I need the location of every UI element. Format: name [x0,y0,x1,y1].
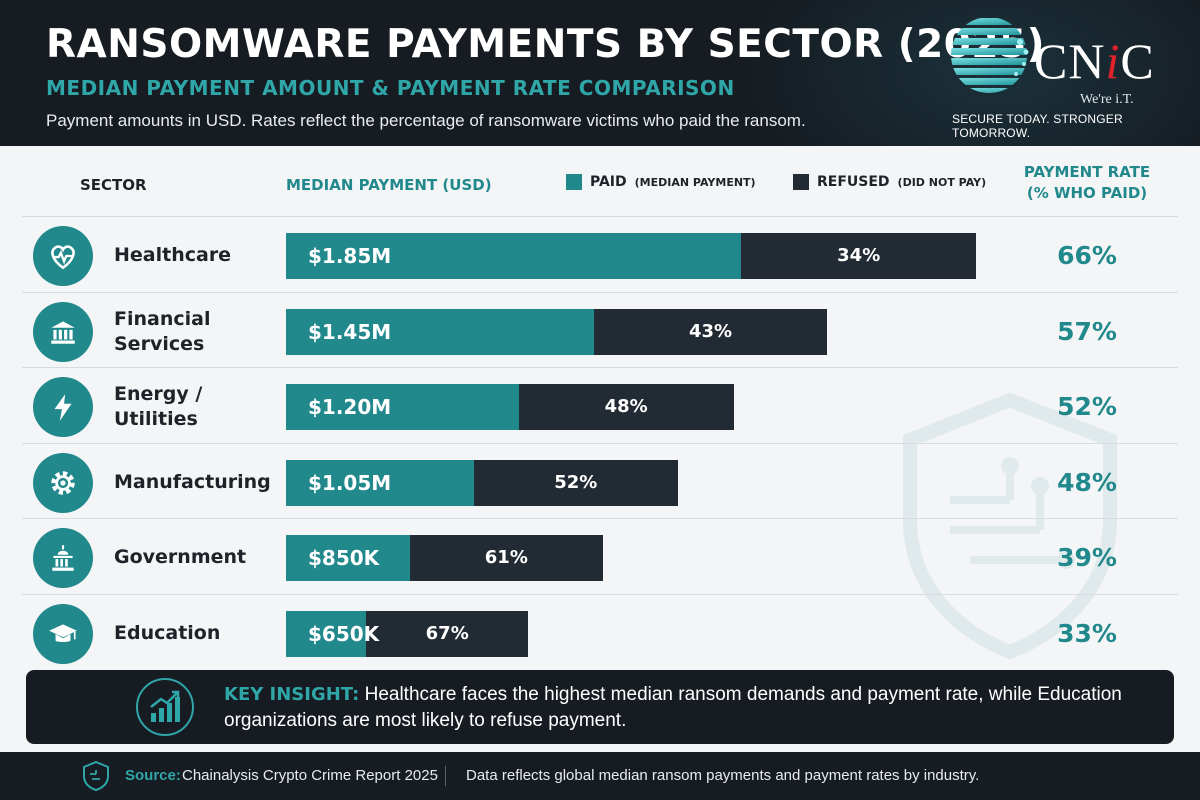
sector-label: Government [114,546,247,569]
capitol-icon [52,545,74,572]
bar-paid-label: $1.05M [308,470,392,495]
bar-refused [473,459,678,506]
insight-text: KEY INSIGHT: Healthcare faces the highes… [224,682,1144,734]
row-divider [22,594,1178,595]
sector-icon-circle [33,452,93,513]
insight-icon-ring [136,678,194,736]
logo-slogan: SECURE TODAY. STRONGER TOMORROW. [952,112,1123,140]
bar-paid-label: $1.45M [308,319,392,344]
bar-refused [518,384,734,431]
payment-rate-value: 39% [1057,543,1117,573]
payment-rate-value: 52% [1057,392,1117,422]
logo-word-i: i [1105,33,1121,89]
bar-paid [286,308,595,355]
bar-refused-label: 52% [554,471,598,493]
row-divider [22,518,1178,520]
row-divider [22,291,1178,293]
column-header-sector: SECTOR [80,176,147,194]
legend-refused: REFUSED (DID NOT PAY) [793,174,986,190]
row-divider [22,367,1178,369]
page-subtitle: MEDIAN PAYMENT AMOUNT & PAYMENT RATE COM… [46,76,735,100]
shield-watermark-icon [903,392,1117,660]
key-insight-panel: KEY INSIGHT: Healthcare faces the highes… [26,670,1174,744]
logo-word-suffix: C [1120,33,1155,89]
bar-paid [286,535,410,582]
legend-refused-swatch [793,174,809,190]
heart-pulse-icon [51,245,75,270]
bar-paid [286,611,366,657]
page-title: RANSOMWARE PAYMENTS BY SECTOR (2025) [46,22,1045,67]
legend-paid-swatch [566,174,582,190]
legend-paid: PAID (MEDIAN PAYMENT) [566,174,756,190]
legend-paid-label: PAID [590,174,627,190]
row-divider [22,442,1178,444]
payment-rate-value: 48% [1057,467,1117,497]
bar-paid [286,233,742,279]
bar-paid-label: $650K [308,622,380,646]
sector-icon-circle [33,301,93,362]
column-header-payment-rate: PAYMENT RATE (% WHO PAID) [1016,162,1158,204]
graduation-cap-icon [49,624,77,642]
sector-label: Financial Services [114,307,211,355]
column-header-median-payment: MEDIAN PAYMENT (USD) [286,176,492,194]
sector-label: Energy / Utilities [114,383,203,431]
legend-refused-note: (DID NOT PAY) [897,175,987,189]
bar-refused [366,611,529,657]
payment-rate-header-line1: PAYMENT RATE [1023,163,1151,181]
bar-refused-label: 67% [425,623,469,644]
bar-refused-label: 61% [484,547,528,569]
company-logo: CNiC We're i.T. SECURE TODAY. STRONGER T… [946,12,1186,142]
bar-paid [286,384,519,431]
footer-note: Data reflects global median ransom payme… [466,767,980,784]
header: RANSOMWARE PAYMENTS BY SECTOR (2025) MED… [0,0,1200,146]
payment-rate-value: 66% [1057,241,1117,270]
payment-rate-value: 57% [1057,316,1117,346]
bar-refused [741,233,976,279]
sector-icon-circle [33,226,93,286]
payment-rate-header-line2: (% WHO PAID) [1026,184,1148,202]
bar-refused-label: 34% [837,245,881,266]
legend-paid-note: (MEDIAN PAYMENT) [634,175,756,189]
shield-icon [83,760,109,792]
insight-body: Healthcare faces the highest median rans… [224,684,1122,731]
sector-label: Healthcare [114,244,232,266]
bar-paid-label: $1.20M [308,395,392,420]
row-divider [22,216,1178,217]
sector-icon-circle [33,604,93,664]
growth-chart-icon [150,690,180,722]
logo-tagline: We're i.T. [1080,92,1134,107]
header-note: Payment amounts in USD. Rates reflect th… [46,111,806,130]
bank-icon [51,320,75,344]
insight-label: KEY INSIGHT: [224,684,360,705]
footer: Source: Chainalysis Crypto Crime Report … [0,752,1200,800]
bar-refused-label: 48% [604,396,648,418]
sector-icon-circle [33,528,93,589]
source-label: Source: [125,767,181,784]
source-value: Chainalysis Crypto Crime Report 2025 [182,767,438,784]
sector-label: Education [114,622,221,644]
lightning-icon [54,394,72,422]
gear-icon [51,471,75,495]
sector-label: Manufacturing [114,470,271,493]
logo-wordmark: CNiC [1034,36,1155,86]
globe-icon [951,18,1029,93]
bar-refused-label: 43% [688,320,733,342]
bar-paid-label: $850K [308,546,380,571]
logo-word-prefix: CN [1034,33,1106,89]
bar-paid-label: $1.85M [308,244,392,268]
sector-icon-circle [33,377,93,438]
legend-refused-label: REFUSED [817,174,890,190]
bar-refused [594,308,827,355]
footer-divider [445,766,446,786]
payment-rate-value: 33% [1057,619,1117,648]
bar-paid [286,459,474,506]
bar-refused [409,535,603,582]
